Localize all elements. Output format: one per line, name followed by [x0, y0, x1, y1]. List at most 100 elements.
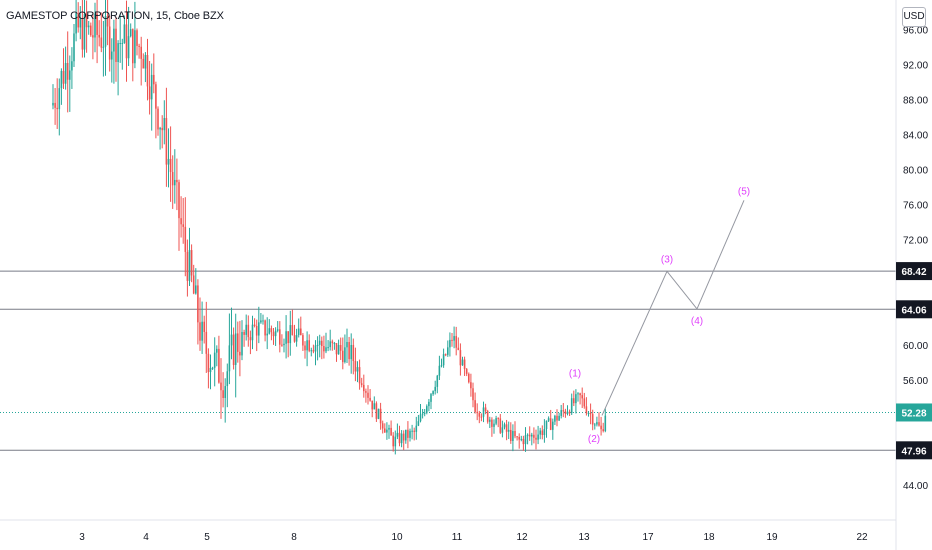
candle-body	[552, 421, 554, 430]
candle-body	[526, 434, 529, 436]
candle-body	[377, 408, 380, 419]
candle-body	[570, 398, 573, 414]
candle-body	[232, 334, 235, 365]
candle-body	[493, 423, 495, 427]
candle-body	[547, 418, 550, 421]
candle-body	[444, 354, 447, 356]
candle-body	[123, 24, 126, 44]
candle-body	[531, 434, 533, 437]
candle-body	[279, 329, 281, 345]
candle-body	[62, 70, 65, 84]
candle-body	[392, 435, 394, 447]
candle-body	[190, 250, 193, 276]
candle-body	[598, 422, 600, 426]
candle-body	[568, 411, 571, 414]
candle-body	[367, 392, 369, 398]
candle-body	[203, 321, 205, 332]
x-tick-label: 22	[856, 532, 868, 543]
wave-label: (2)	[588, 434, 600, 445]
x-tick-label: 10	[391, 532, 403, 543]
candle-body	[407, 429, 409, 438]
candle-body	[581, 395, 583, 399]
candle-body	[577, 393, 579, 395]
level-price-tag	[896, 262, 932, 281]
candle-body	[209, 367, 212, 373]
candle-body	[54, 102, 56, 108]
candle-body	[587, 413, 590, 415]
candle-body	[104, 16, 107, 47]
candle-body	[344, 347, 346, 363]
candle-body	[192, 275, 195, 294]
candle-body	[150, 74, 153, 100]
candle-body	[539, 430, 541, 435]
candle-body	[413, 430, 415, 432]
candle-body	[262, 320, 264, 322]
candle-body	[591, 414, 594, 425]
candle-body	[402, 433, 405, 441]
candle-body	[596, 422, 598, 425]
candle-body	[375, 403, 378, 419]
candle-body	[205, 331, 208, 354]
candle-body	[153, 74, 155, 85]
candle-body	[604, 415, 607, 432]
wave-label: (4)	[691, 316, 703, 327]
candle-body	[575, 394, 577, 404]
candle-body	[58, 88, 61, 110]
candle-body	[520, 438, 523, 440]
candle-body	[461, 359, 464, 366]
wave-label: (1)	[569, 368, 581, 379]
candle-body	[293, 335, 296, 342]
candle-body	[314, 345, 317, 352]
candle-body	[241, 331, 243, 356]
candle-body	[573, 398, 575, 404]
candle-body	[360, 383, 363, 385]
candle-body	[174, 179, 176, 186]
currency-button[interactable]: USD	[902, 7, 926, 27]
candle-body	[56, 107, 58, 110]
candle-body	[253, 324, 256, 326]
candle-body	[163, 118, 166, 131]
candle-body	[90, 25, 92, 36]
candle-body	[201, 321, 203, 341]
candle-body	[556, 415, 558, 421]
candle-body	[327, 347, 329, 349]
candle-body	[484, 407, 487, 412]
y-tick-label: 88.00	[903, 96, 928, 107]
candle-body	[316, 344, 319, 346]
candle-body	[66, 62, 69, 80]
candle-body	[136, 30, 138, 46]
candle-body	[258, 322, 260, 336]
candle-body	[434, 386, 436, 392]
y-tick-label: 76.00	[903, 201, 928, 212]
candle-body	[396, 432, 399, 437]
candle-body	[440, 365, 443, 367]
candle-body	[169, 158, 172, 173]
candle-body	[304, 345, 306, 351]
candle-body	[184, 226, 187, 252]
candle-body	[171, 172, 174, 186]
candle-body	[501, 427, 504, 433]
candle-body	[226, 371, 229, 387]
x-tick-label: 13	[578, 532, 590, 543]
candle-body	[579, 393, 581, 396]
candle-body	[528, 434, 531, 437]
x-tick-label: 8	[291, 532, 297, 543]
wave-label: (5)	[738, 186, 750, 197]
candle-body	[134, 30, 136, 64]
candle-body	[545, 420, 548, 430]
candle-body	[75, 13, 77, 34]
y-tick-label: 44.00	[903, 481, 928, 492]
candle-body	[356, 367, 359, 372]
candle-body	[108, 26, 111, 60]
candle-body	[220, 382, 222, 391]
candle-body	[106, 16, 109, 27]
candle-body	[453, 336, 455, 341]
last-price-tag	[896, 403, 932, 422]
candle-body	[216, 348, 218, 353]
candle-body	[363, 384, 365, 392]
candle-body	[285, 331, 287, 344]
candle-body	[566, 411, 569, 414]
candle-body	[463, 359, 466, 370]
